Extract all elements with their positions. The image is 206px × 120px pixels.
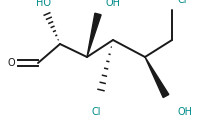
Text: OH: OH — [178, 107, 192, 117]
Text: Cl: Cl — [91, 107, 101, 117]
Polygon shape — [145, 57, 169, 98]
Text: HO: HO — [36, 0, 52, 8]
Polygon shape — [87, 13, 101, 57]
Text: OH: OH — [105, 0, 121, 8]
Text: O: O — [7, 58, 15, 68]
Text: Cl: Cl — [177, 0, 187, 5]
